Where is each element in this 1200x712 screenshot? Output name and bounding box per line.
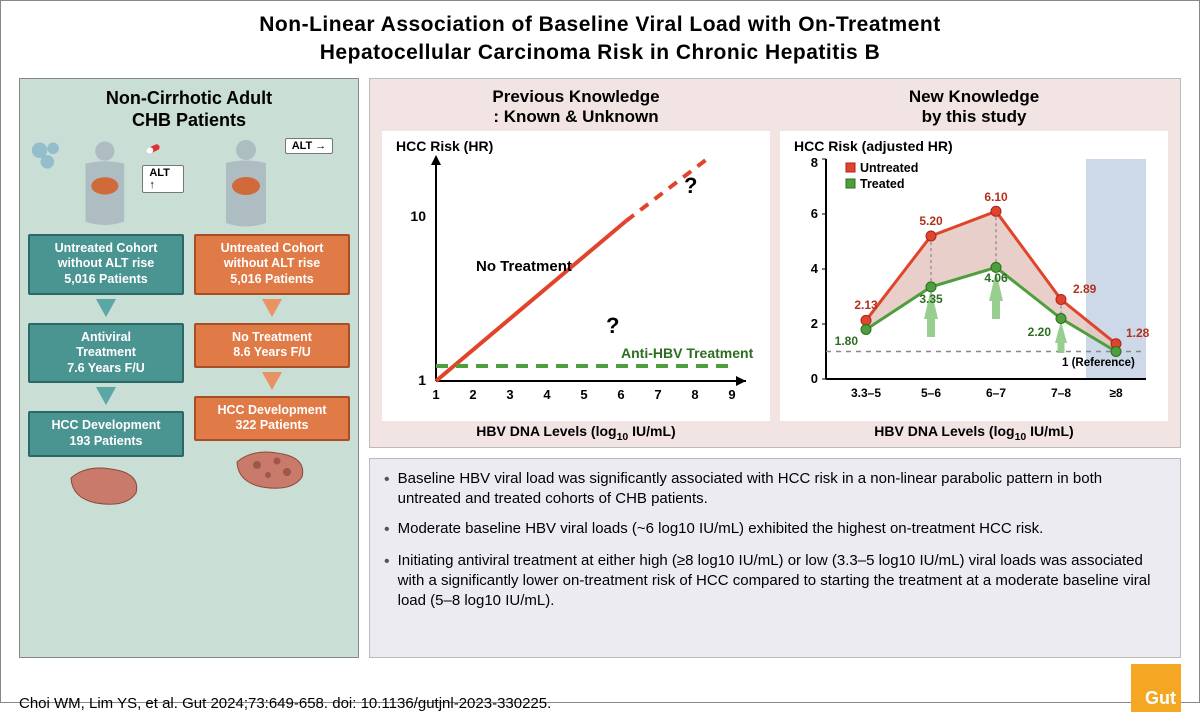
arrow-down-icon — [96, 299, 116, 317]
pill-icon — [142, 138, 164, 160]
svg-text:1: 1 — [432, 387, 439, 402]
svg-text:2.20: 2.20 — [1028, 325, 1052, 339]
x-axis-label: HBV DNA Levels (log10 IU/mL) — [780, 423, 1168, 443]
svg-text:4.06: 4.06 — [984, 271, 1008, 285]
svg-text:1 (Reference): 1 (Reference) — [1062, 357, 1135, 369]
svg-text:5: 5 — [580, 387, 587, 402]
main-title: Non-Linear Association of Baseline Viral… — [19, 11, 1181, 68]
svg-text:HCC Risk (adjusted HR): HCC Risk (adjusted HR) — [794, 138, 953, 154]
charts-row: Previous Knowledge : Known & Unknown HCC… — [369, 78, 1181, 448]
svg-text:2: 2 — [811, 316, 818, 331]
liver-tumor-icon — [232, 447, 312, 492]
virus-icon — [28, 138, 67, 178]
svg-text:1.80: 1.80 — [835, 334, 859, 348]
svg-text:6–7: 6–7 — [986, 386, 1006, 400]
legend: Untreated Treated — [842, 159, 927, 193]
cohort-col-untreated: ALT → Untreated Cohort without ALT rise … — [194, 138, 350, 653]
svg-text:2: 2 — [469, 387, 476, 402]
alt-badge-flat: ALT → — [285, 138, 334, 154]
flow-box: HCC Development 193 Patients — [28, 411, 184, 456]
arrow-down-icon — [96, 387, 116, 405]
new-chart-svg: HCC Risk (adjusted HR) 0 2 4 6 — [780, 131, 1168, 421]
svg-text:7: 7 — [654, 387, 661, 402]
x-axis-label: HBV DNA Levels (log10 IU/mL) — [382, 423, 770, 443]
main-grid: Non-Cirrhotic Adult CHB Patients — [19, 78, 1181, 658]
alt-badge-up: ALT ↑ — [142, 165, 184, 193]
findings-panel: Baseline HBV viral load was significantl… — [369, 458, 1181, 658]
svg-text:3.3–5: 3.3–5 — [851, 386, 881, 400]
svg-text:?: ? — [606, 313, 619, 338]
svg-text:3: 3 — [506, 387, 513, 402]
svg-text:2.13: 2.13 — [854, 298, 878, 312]
flow-box: Untreated Cohort without ALT rise 5,016 … — [194, 234, 350, 295]
finding-item: Baseline HBV viral load was significantl… — [384, 469, 1166, 510]
citation-text: Choi WM, Lim YS, et al. Gut 2024;73:649-… — [19, 695, 551, 712]
gut-logo: Gut — [1131, 664, 1181, 712]
svg-text:?: ? — [684, 173, 697, 198]
svg-text:1: 1 — [418, 372, 426, 388]
chart-new-knowledge: New Knowledge by this study HCC Risk (ad… — [780, 87, 1168, 443]
finding-item: Moderate baseline HBV viral loads (~6 lo… — [384, 519, 1166, 541]
patient-silhouette-icon — [71, 138, 139, 228]
flow-box: No Treatment 8.6 Years F/U — [194, 323, 350, 368]
svg-text:Untreated: Untreated — [860, 161, 918, 175]
flow-box: Antiviral Treatment 7.6 Years F/U — [28, 323, 184, 384]
svg-text:Treated: Treated — [860, 177, 904, 191]
svg-text:2.89: 2.89 — [1073, 282, 1097, 296]
chart-previous-knowledge: Previous Knowledge : Known & Unknown HCC… — [382, 87, 770, 443]
svg-text:8: 8 — [811, 155, 818, 170]
cohort-col-treated: ALT ↑ Untreated Cohort without ALT rise … — [28, 138, 184, 653]
svg-text:10: 10 — [410, 208, 426, 224]
left-cohort-panel: Non-Cirrhotic Adult CHB Patients — [19, 78, 359, 658]
svg-text:4: 4 — [811, 261, 819, 276]
svg-text:6: 6 — [617, 387, 624, 402]
arrow-down-icon — [262, 372, 282, 390]
svg-text:5.20: 5.20 — [919, 214, 943, 228]
svg-text:7–8: 7–8 — [1051, 386, 1071, 400]
prev-chart-svg: HCC Risk (HR) 1 10 1 — [382, 131, 770, 421]
svg-text:6: 6 — [811, 206, 818, 221]
svg-text:HCC Risk (HR): HCC Risk (HR) — [396, 138, 493, 154]
svg-text:Anti-HBV Treatment: Anti-HBV Treatment — [621, 345, 754, 361]
svg-text:5–6: 5–6 — [921, 386, 941, 400]
svg-text:6.10: 6.10 — [984, 190, 1008, 204]
svg-text:8: 8 — [691, 387, 698, 402]
finding-item: Initiating antiviral treatment at either… — [384, 551, 1166, 612]
svg-text:1.28: 1.28 — [1126, 326, 1150, 340]
svg-text:4: 4 — [543, 387, 551, 402]
svg-text:≥8: ≥8 — [1109, 386, 1123, 400]
flow-box: Untreated Cohort without ALT rise 5,016 … — [28, 234, 184, 295]
svg-text:3.35: 3.35 — [919, 292, 943, 306]
svg-text:No Treatment: No Treatment — [476, 258, 572, 275]
left-panel-title: Non-Cirrhotic Adult CHB Patients — [28, 87, 350, 132]
footer: Choi WM, Lim YS, et al. Gut 2024;73:649-… — [19, 664, 1181, 712]
svg-text:0: 0 — [811, 371, 818, 386]
liver-icon — [66, 463, 146, 508]
flow-box: HCC Development 322 Patients — [194, 396, 350, 441]
patient-silhouette-icon — [211, 138, 281, 228]
arrow-down-icon — [262, 299, 282, 317]
svg-text:9: 9 — [728, 387, 735, 402]
